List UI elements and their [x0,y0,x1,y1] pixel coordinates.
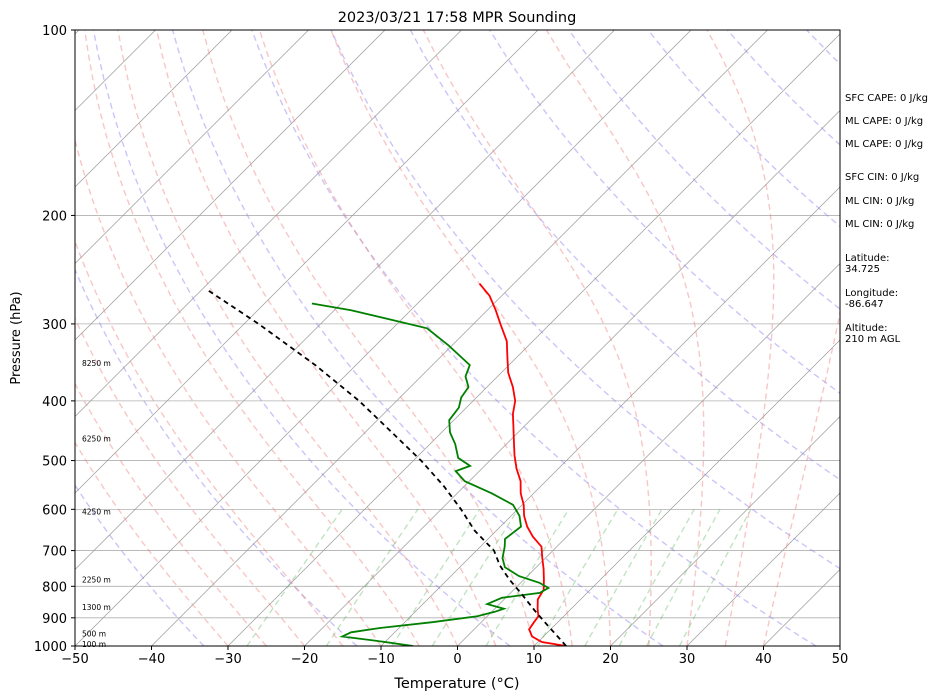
moist-adiabat-line [202,30,535,646]
x-tick-label: −20 [291,652,318,667]
height-label: 2250 m [82,576,111,585]
series-line-2 [206,288,567,646]
x-tick-label: −50 [61,652,88,667]
ml-cape-text: ML CAPE: 0 J/kg [845,116,924,127]
height-label: 1300 m [82,603,111,612]
sfc-cin-text: SFC CIN: 0 J/kg [845,172,920,183]
longitude-value: -86.647 [845,299,884,310]
longitude-label: Longitude: [845,288,899,299]
moist-adiabat-line [258,30,573,646]
sfc-cape-text: SFC CAPE: 0 J/kg [845,93,928,104]
dry-adiabat-line [568,30,840,310]
latitude-value: 34.725 [845,264,880,275]
height-label: 4250 m [82,508,111,517]
height-label: 6250 m [82,434,111,443]
y-tick-label: 700 [42,545,67,560]
isotherm-line [304,110,840,646]
isotherm-line [75,30,615,570]
isotherm-line [457,263,840,646]
mixing-ratio-line [645,508,721,646]
altitude-label: Altitude: [845,323,888,334]
x-tick-label: 20 [602,652,619,667]
altitude-value: 210 m AGL [845,334,901,345]
mixing-ratio-line [678,508,752,646]
dry-adiabat-line [75,267,358,646]
isotherm-line [533,339,840,646]
moist-adiabat-line [75,137,382,646]
height-label: 100 m [82,640,106,649]
height-label: 8250 m [82,359,111,368]
mixing-ratio-line [618,508,695,646]
y-axis-label: Pressure (hPa) [9,291,24,384]
isotherm-line [75,30,462,417]
ml-cape-text-2: ML CAPE: 0 J/kg [845,139,924,150]
y-tick-label: 500 [42,455,67,470]
isotherm-line [75,30,539,494]
x-tick-label: −10 [367,652,394,667]
series-line-1 [311,302,551,646]
chart-title: 2023/03/21 17:58 MPR Sounding [338,10,577,26]
ml-cin-text: ML CIN: 0 J/kg [845,196,915,207]
dry-adiabat-line [251,30,817,646]
isotherm-line [75,30,233,188]
isotherm-line [75,30,386,341]
y-tick-label: 200 [42,209,67,224]
x-tick-label: −30 [214,652,241,667]
x-tick-label: 10 [526,652,543,667]
dry-adiabat-line [75,483,205,646]
isotherm-line [151,30,768,646]
latitude-label: Latitude: [845,253,890,264]
ml-cin-text-2: ML CIN: 0 J/kg [845,219,915,230]
mixing-ratio-line [325,508,419,646]
y-tick-label: 1000 [34,640,67,655]
mixing-ratio-line [537,508,619,646]
y-tick-label: 800 [42,580,67,595]
series-line-0 [478,283,567,646]
plot-frame [74,29,841,647]
y-tick-label: 600 [42,503,67,518]
mixing-ratio-line [431,508,519,646]
mixing-ratio-line [246,508,343,646]
x-tick-label: 40 [755,652,772,667]
isotherm-line [610,416,840,646]
dry-adiabat-line [489,30,840,395]
dry-adiabat-line [171,30,664,646]
moist-adiabat-line [762,309,840,646]
mixing-ratio-line [391,508,481,646]
y-tick-label: 300 [42,318,67,333]
moist-adiabat-line [155,30,497,646]
moist-adiabat-line [75,382,267,646]
x-tick-label: 30 [679,652,696,667]
moist-adiabat-line [75,441,229,646]
dry-adiabat-line [92,30,511,646]
isotherm-line [75,30,692,646]
isotherm-line [0,30,3,646]
dry-adiabat-line [330,30,840,570]
moist-adiabat-line [75,239,344,646]
y-tick-label: 100 [42,24,67,39]
mixing-ratio-line [584,508,663,646]
height-label: 500 m [82,630,106,639]
moist-adiabat-line [706,30,775,646]
x-tick-label: −40 [138,652,165,667]
isotherm-line [75,30,309,264]
isotherm-line [686,492,840,646]
x-tick-label: 0 [453,652,461,667]
mixing-ratio-line [485,508,570,646]
y-tick-label: 400 [42,395,67,410]
moist-adiabat-line [422,30,652,646]
moist-adiabat-line [545,30,705,646]
moist-adiabat-line [84,30,420,646]
moist-adiabat-line [330,30,612,646]
x-axis-label: Temperature (°C) [393,676,519,692]
isotherm-line [227,33,840,646]
isotherm-line [380,186,840,646]
x-tick-label: 50 [832,652,849,667]
moist-adiabat-line [117,30,459,646]
y-tick-label: 900 [42,612,67,627]
